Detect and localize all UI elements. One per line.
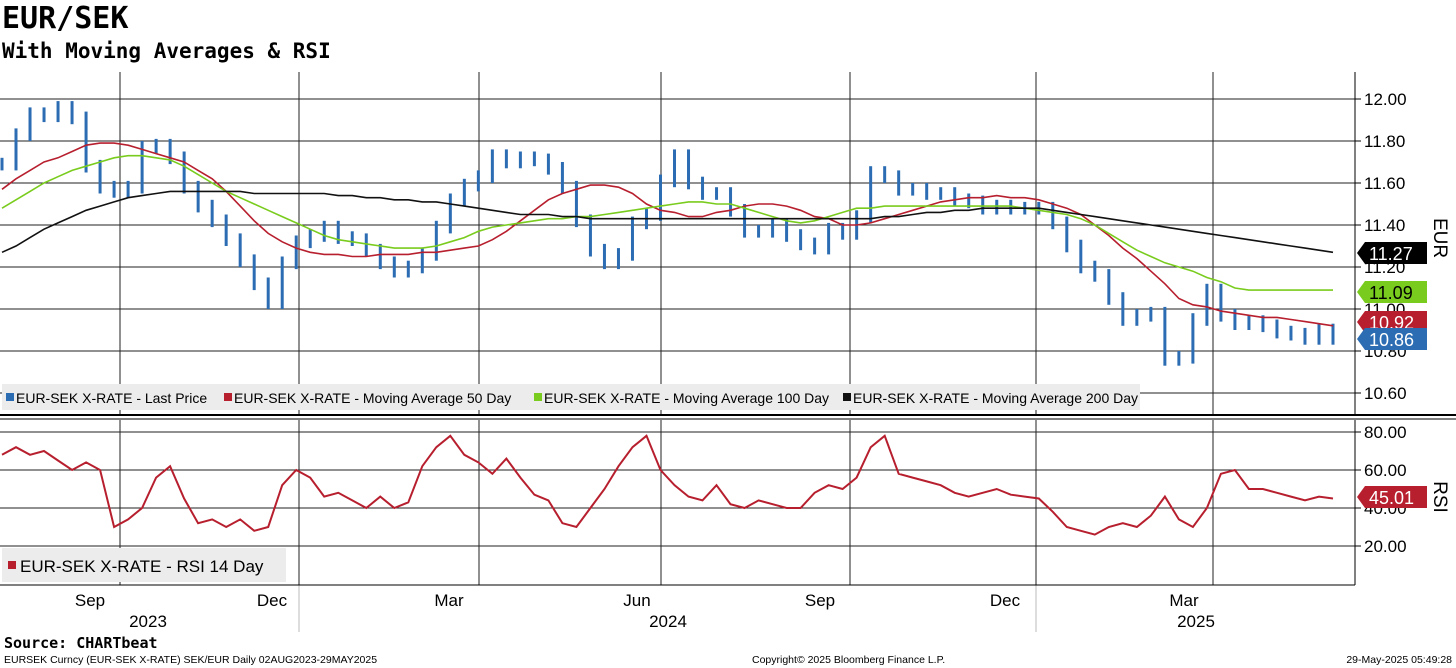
date-tick-label: Dec — [990, 591, 1021, 610]
footer-timestamp: 29-May-2025 05:49:28 — [1346, 654, 1452, 666]
source-note: Source: CHARTbeat — [4, 634, 158, 652]
rsi-line — [1, 434, 1334, 536]
legend-label: EUR-SEK X-RATE - Moving Average 100 Day — [544, 390, 829, 406]
date-tick-label: Sep — [75, 591, 105, 610]
tag-ma200: 11.27 — [1357, 242, 1427, 264]
date-tick-label: Mar — [1169, 591, 1199, 610]
footer-copyright: Copyright© 2025 Bloomberg Finance L.P. — [752, 654, 946, 666]
axis-layer: 12.0011.8011.6011.4011.2011.0010.8010.60… — [0, 72, 1456, 631]
legend-swatch — [224, 393, 232, 401]
ma200-line — [1, 190, 1334, 254]
ma100-line — [1, 154, 1333, 291]
date-tick-label: Mar — [434, 591, 464, 610]
rsi-legend-bg — [2, 548, 286, 582]
tag-ma100-shape — [1357, 281, 1427, 303]
footer-security: EURSEK Curncy (EUR-SEK X-RATE) SEK/EUR D… — [4, 654, 378, 666]
price-legend-bg — [2, 384, 1140, 410]
legend-swatch — [843, 393, 851, 401]
year-label: 2025 — [1177, 612, 1215, 631]
tag-rsi: 45.01 — [1357, 486, 1427, 508]
date-tick-label: Dec — [257, 591, 288, 610]
tag-ma200-text: 11.27 — [1369, 244, 1413, 264]
tag-rsi-text: 45.01 — [1369, 488, 1414, 508]
year-label: 2023 — [129, 612, 167, 631]
series-layer — [0, 101, 1335, 536]
tag-rsi-shape — [1357, 486, 1427, 508]
price-tick-label: 11.60 — [1364, 174, 1405, 193]
tag-last-text: 10.86 — [1369, 330, 1414, 350]
legend-label: EUR-SEK X-RATE - Last Price — [16, 390, 207, 406]
legend-label: EUR-SEK X-RATE - Moving Average 200 Day — [853, 390, 1138, 406]
legend-label: EUR-SEK X-RATE - RSI 14 Day — [20, 557, 264, 576]
grid-layer — [0, 72, 1355, 632]
date-tick-label: Jun — [623, 591, 650, 610]
tag-ma50-shape — [1357, 311, 1427, 333]
date-tick-label: Sep — [805, 591, 835, 610]
legend-swatch — [6, 393, 14, 401]
tag-ma100: 11.09 — [1357, 281, 1427, 303]
year-label: 2024 — [649, 612, 687, 631]
price-axis-label: EUR — [1429, 218, 1450, 258]
ma50-line — [1, 142, 1334, 327]
rsi-tick-label: 20.00 — [1364, 537, 1407, 556]
chart-subtitle: With Moving Averages & RSI — [2, 39, 331, 63]
tag-ma100-text: 11.09 — [1369, 283, 1413, 303]
tag-last-shape — [1357, 328, 1427, 350]
price-tick-label: 12.00 — [1364, 90, 1407, 109]
price-tick-label: 11.40 — [1364, 216, 1405, 235]
rsi-tick-label: 60.00 — [1364, 461, 1407, 480]
price-tick-label: 10.60 — [1364, 384, 1407, 403]
rsi-tick-label: 80.00 — [1364, 423, 1407, 442]
chart-title: EUR/SEK — [2, 1, 129, 36]
tag-last: 10.86 — [1357, 328, 1427, 350]
legend-layer: EUR-SEK X-RATE - Last Price EUR-SEK X-RAT… — [2, 384, 1140, 582]
price-tick-label: 11.80 — [1364, 132, 1405, 151]
tag-ma200-shape — [1357, 242, 1427, 264]
legend-swatch — [534, 393, 542, 401]
legend-swatch — [8, 561, 16, 569]
rsi-axis-label: RSI — [1429, 481, 1450, 513]
legend-label: EUR-SEK X-RATE - Moving Average 50 Day — [234, 390, 511, 406]
